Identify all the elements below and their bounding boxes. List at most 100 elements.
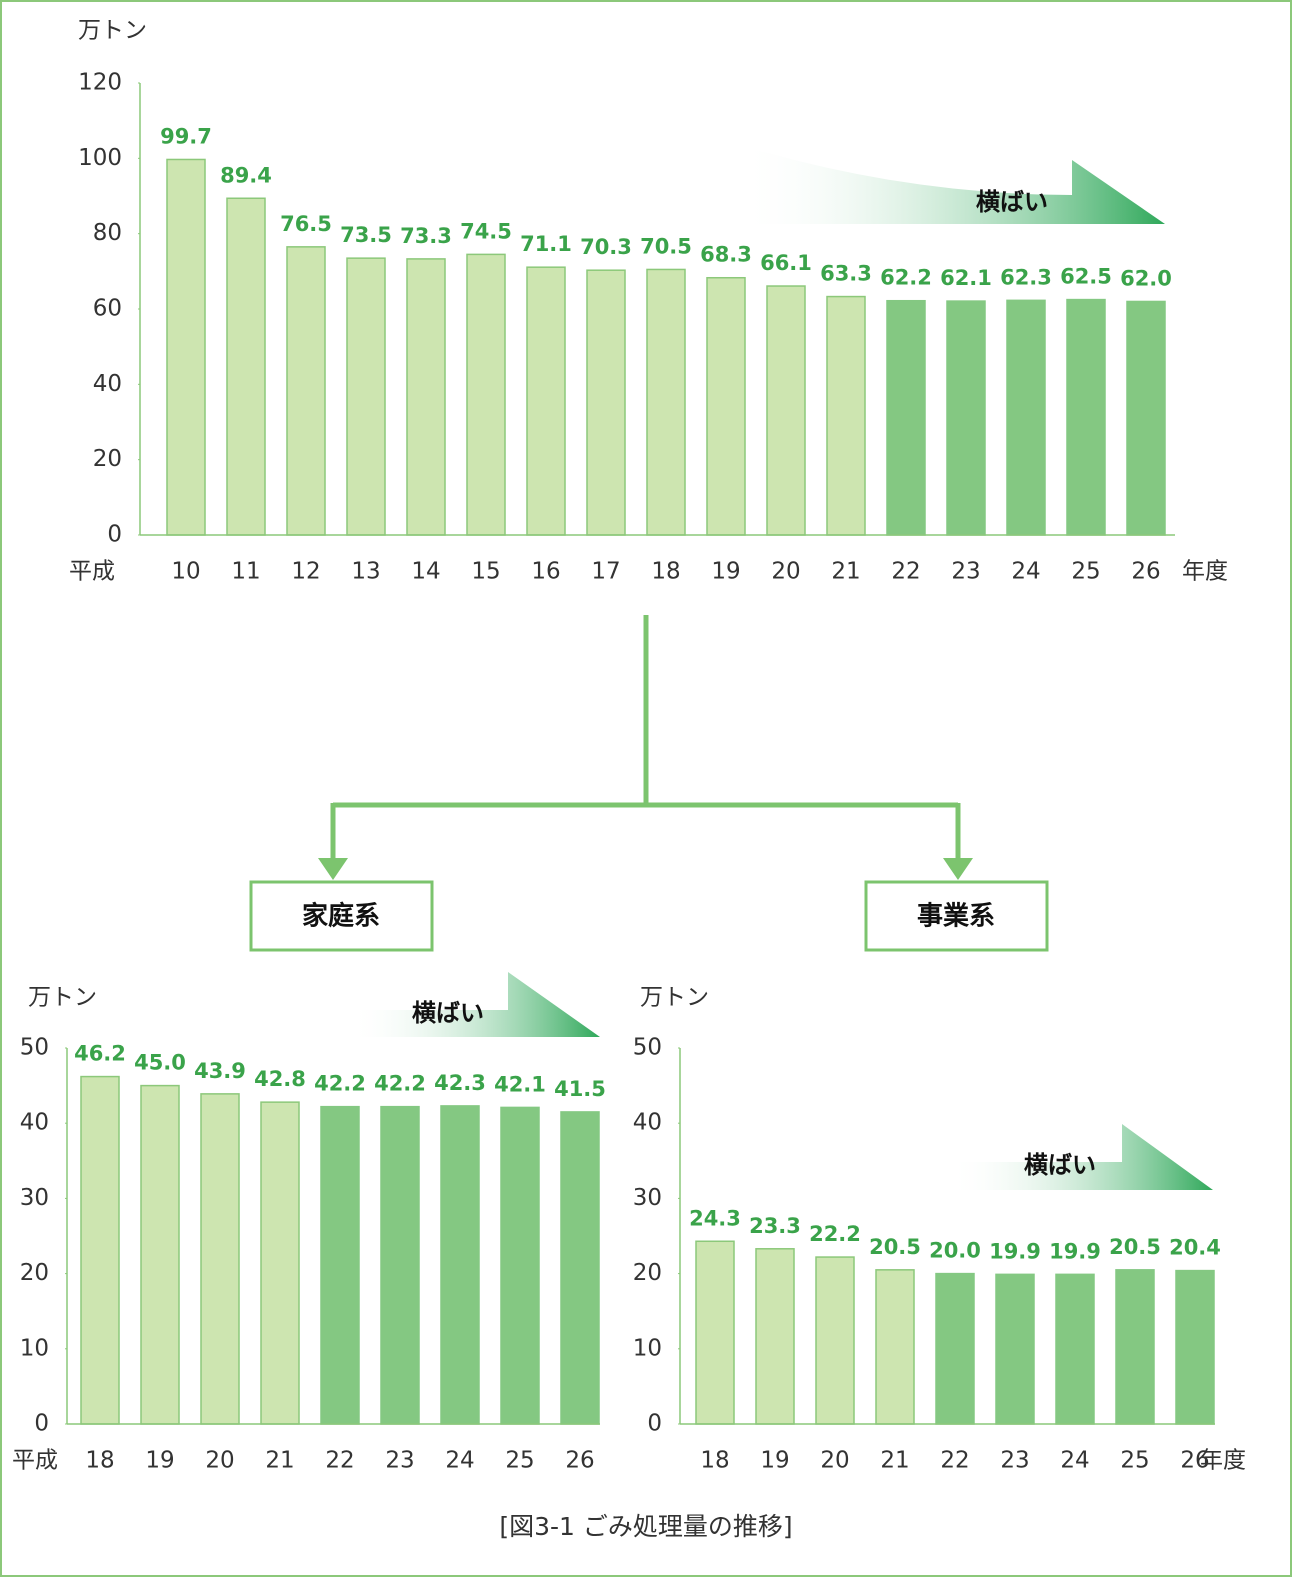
y-tick-label: 0 (107, 522, 122, 548)
x-tick-label: 18 (651, 559, 680, 585)
x-tick-label: 21 (880, 1448, 909, 1474)
y-tick-label: 40 (93, 371, 122, 397)
arrow-head (318, 858, 973, 880)
x-tick-label: 22 (325, 1448, 354, 1474)
box (864, 880, 1049, 952)
x-tick-label: 18 (700, 1448, 729, 1474)
y-tick-label: 50 (20, 1035, 49, 1061)
bar (995, 1273, 1035, 1425)
bar (1006, 299, 1046, 536)
x-tick-label: 25 (1071, 559, 1100, 585)
bar (706, 276, 746, 536)
value-label: 42.1 (494, 1072, 546, 1096)
value-label: 20.4 (1169, 1236, 1221, 1260)
bar (935, 1272, 975, 1425)
bar (826, 295, 866, 536)
x-tick-label: 21 (831, 559, 860, 585)
x-tick-label: 10 (171, 559, 200, 585)
x-tick-label: 20 (205, 1448, 234, 1474)
value-label: 62.0 (1120, 266, 1172, 290)
bar (875, 1269, 915, 1425)
bar (1126, 300, 1166, 536)
trend-arrow (740, 145, 1165, 224)
x-tick-label: 15 (471, 559, 500, 585)
bar (500, 1106, 540, 1425)
value-label: 19.9 (989, 1239, 1041, 1263)
value-label: 66.1 (760, 251, 812, 275)
bar (1115, 1269, 1155, 1425)
value-label: 68.3 (700, 243, 752, 267)
box-label: 事業系 (917, 902, 995, 932)
bar (815, 1256, 855, 1425)
bar (695, 1240, 735, 1425)
y-tick-label: 20 (93, 446, 122, 472)
value-label: 46.2 (74, 1042, 126, 1066)
y-tick-label: 60 (93, 296, 122, 322)
trend-arrow (950, 1124, 1213, 1190)
y-axis-label: 万トン (28, 985, 97, 1011)
value-label: 74.5 (460, 219, 512, 243)
value-label: 42.3 (434, 1071, 486, 1095)
x-tick-label: 24 (1011, 559, 1040, 585)
value-label: 20.5 (1109, 1235, 1161, 1259)
caption: [図3-1 ごみ処理量の推移] (499, 1512, 792, 1541)
bar (440, 1105, 480, 1425)
bar (226, 197, 266, 536)
x-tick-label: 21 (265, 1448, 294, 1474)
y-tick-label: 10 (633, 1335, 662, 1361)
value-label: 70.5 (640, 234, 692, 258)
value-label: 62.5 (1060, 265, 1112, 289)
x-tick-label: 26 (1131, 559, 1160, 585)
value-label: 89.4 (220, 163, 272, 187)
y-tick-label: 40 (633, 1110, 662, 1136)
value-label: 41.5 (554, 1077, 606, 1101)
y-axis-label: 万トン (640, 985, 709, 1011)
x-tick-label: 26 (565, 1448, 594, 1474)
value-label: 23.3 (749, 1214, 801, 1238)
y-tick-label: 10 (20, 1335, 49, 1361)
bar (560, 1111, 600, 1425)
x-tick-label: 18 (85, 1448, 114, 1474)
value-label: 42.2 (314, 1072, 366, 1096)
value-label: 70.3 (580, 235, 632, 259)
x-tick-label: 23 (951, 559, 980, 585)
x-prefix: 平成 (69, 559, 115, 585)
value-label: 43.9 (194, 1059, 246, 1083)
bar (406, 258, 446, 536)
value-label: 42.2 (374, 1072, 426, 1096)
bar (766, 285, 806, 536)
x-tick-label: 25 (1120, 1448, 1149, 1474)
y-tick-label: 20 (633, 1260, 662, 1286)
bar (886, 299, 926, 536)
bar (946, 300, 986, 536)
x-tick-label: 19 (145, 1448, 174, 1474)
value-label: 24.3 (689, 1206, 741, 1230)
bar (586, 269, 626, 536)
y-tick-label: 0 (647, 1411, 662, 1437)
x-suffix: 年度 (1200, 1448, 1246, 1474)
bar (140, 1084, 180, 1425)
x-tick-label: 22 (891, 559, 920, 585)
y-tick-label: 0 (34, 1411, 49, 1437)
annotation: 横ばい (976, 188, 1048, 216)
bar (80, 1075, 120, 1425)
value-label: 73.3 (400, 224, 452, 248)
x-tick-label: 19 (711, 559, 740, 585)
x-tick-label: 23 (385, 1448, 414, 1474)
box-label: 家庭系 (302, 901, 380, 932)
y-tick-label: 40 (20, 1110, 49, 1136)
y-tick-label: 50 (633, 1035, 662, 1061)
bar (646, 268, 686, 536)
x-tick-label: 16 (531, 559, 560, 585)
bar (1175, 1269, 1215, 1425)
x-tick-label: 19 (760, 1448, 789, 1474)
x-suffix: 年度 (1182, 559, 1228, 585)
x-tick-label: 20 (771, 559, 800, 585)
value-label: 42.8 (254, 1067, 306, 1091)
bar (346, 257, 386, 536)
y-tick-label: 30 (20, 1185, 49, 1211)
x-tick-label: 20 (820, 1448, 849, 1474)
value-label: 19.9 (1049, 1239, 1101, 1263)
y-tick-label: 80 (93, 220, 122, 246)
